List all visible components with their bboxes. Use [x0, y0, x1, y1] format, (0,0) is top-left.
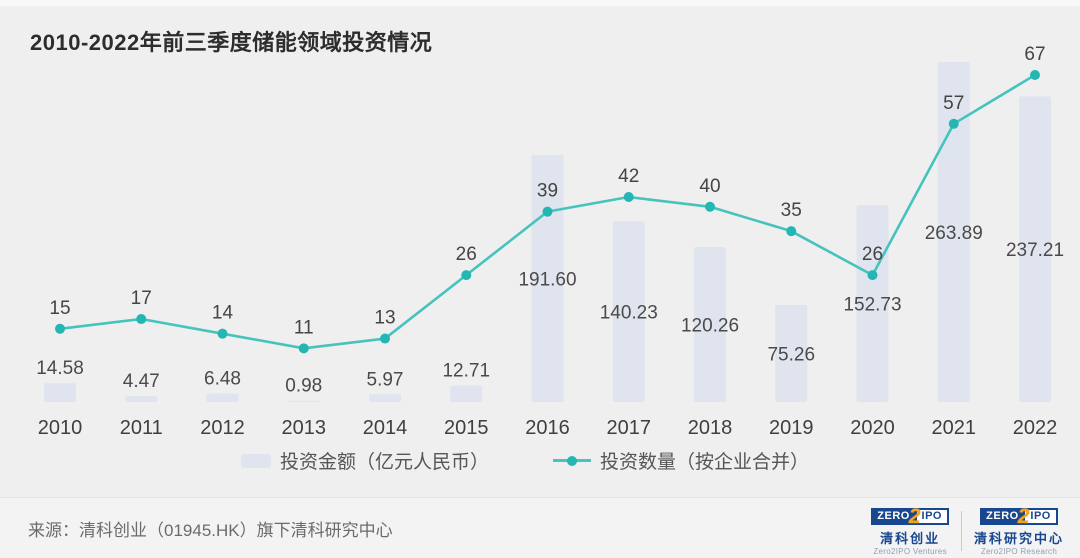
- logo-zero-text: ZERO: [980, 508, 1024, 525]
- legend-item-investment-count: 投资数量（按企业合并）: [553, 447, 809, 474]
- legend-label-amount: 投资金额（亿元人民币）: [279, 452, 489, 473]
- logo-two-text: 2: [1017, 505, 1030, 528]
- line-value-label: 26: [862, 244, 883, 265]
- bar-value-label: 5.97: [367, 369, 404, 390]
- line-marker: [542, 206, 553, 217]
- line-marker: [705, 201, 715, 212]
- line-value-label: 57: [943, 93, 964, 114]
- legend-label-count: 投资数量（按企业合并）: [600, 452, 810, 473]
- x-axis-label: 2015: [444, 417, 489, 439]
- bar: [775, 305, 808, 402]
- logo-cn-name: 清科研究中心: [973, 531, 1064, 546]
- bar-value-label: 140.23: [600, 303, 658, 324]
- bar: [937, 62, 970, 402]
- bar: [1019, 96, 1051, 402]
- chart-legend: 投资金额（亿元人民币） 投资数量（按企业合并）: [0, 447, 1050, 474]
- x-axis-label: 2018: [688, 417, 733, 439]
- logo-divider: [960, 511, 962, 551]
- line-marker: [786, 226, 797, 237]
- x-axis-label: 2022: [1013, 417, 1058, 439]
- x-axis-label: 2021: [932, 417, 977, 439]
- logo-en-name: Zero2IPO Research: [980, 547, 1058, 556]
- line-value-label: 15: [49, 298, 70, 319]
- x-axis-label: 2013: [282, 417, 327, 439]
- bar-value-label: 6.48: [204, 369, 241, 390]
- line-marker: [623, 192, 634, 203]
- line-value-label: 26: [456, 244, 477, 265]
- zero2ipo-badge-icon: ZERO 2 IPO: [980, 506, 1058, 527]
- bar: [125, 396, 158, 402]
- line-marker: [55, 323, 65, 334]
- footer-band: 来源：清科创业（01945.HK）旗下清科研究中心 ZERO 2 IPO 清科创…: [0, 497, 1080, 558]
- legend-item-investment-amount: 投资金额（亿元人民币）: [240, 447, 489, 474]
- x-axis-label: 2016: [525, 417, 570, 439]
- x-axis-label: 2014: [363, 417, 408, 439]
- line-marker: [298, 343, 309, 354]
- line-marker: [217, 328, 228, 339]
- bar-value-label: 152.73: [843, 295, 901, 316]
- bar: [44, 383, 76, 402]
- line-marker: [136, 314, 147, 325]
- logo-ipo-text: IPO: [914, 508, 949, 525]
- line-value-label: 40: [699, 176, 720, 197]
- chart-plot-area: 14.58 4.47 6.48 0.98 5.97 12.71 191.60 140.23 12…: [36, 44, 1064, 439]
- logo-en-name: Zero2IPO Ventures: [873, 547, 947, 556]
- bar-value-label: 0.98: [285, 376, 322, 397]
- line-value-label: 11: [294, 317, 314, 338]
- line-marker: [867, 270, 878, 281]
- logo-two-text: 2: [908, 505, 921, 528]
- bar-value-label: 237.21: [1006, 240, 1064, 261]
- zero2ipo-research-logo: ZERO 2 IPO 清科研究中心 Zero2IPO Research: [974, 506, 1064, 556]
- page-top-strip: [0, 0, 1080, 6]
- bar: [694, 247, 726, 402]
- x-axis-label: 2011: [120, 417, 163, 439]
- zero2ipo-ventures-logo: ZERO 2 IPO 清科创业 Zero2IPO Ventures: [871, 506, 949, 556]
- x-axis-label: 2020: [850, 417, 895, 439]
- line-value-label: 39: [537, 181, 558, 202]
- bar-value-label: 120.26: [681, 316, 739, 337]
- logo-ipo-text: IPO: [1023, 508, 1058, 525]
- line-value-label: 42: [618, 166, 639, 187]
- line-marker: [948, 118, 959, 129]
- bar: [369, 394, 401, 402]
- bar: [206, 393, 239, 402]
- line-marker: [380, 333, 390, 344]
- bar-value-label: 191.60: [518, 270, 576, 291]
- logo-zero-text: ZERO: [871, 508, 915, 525]
- bar-series-swatch-icon: [240, 453, 271, 468]
- zero2ipo-badge-icon: ZERO 2 IPO: [871, 506, 949, 527]
- x-axis-label: 2012: [200, 417, 245, 439]
- line-value-label: 14: [212, 303, 234, 324]
- bar-value-label: 4.47: [123, 371, 160, 392]
- brand-logos: ZERO 2 IPO 清科创业 Zero2IPO Ventures ZERO 2…: [871, 506, 1064, 556]
- bar-value-label: 12.71: [442, 361, 490, 382]
- line-value-label: 35: [781, 200, 802, 221]
- bar: [287, 400, 320, 402]
- line-value-label: 67: [1024, 44, 1045, 65]
- bar-value-label: 263.89: [925, 223, 983, 244]
- line-series-swatch-icon: [553, 455, 591, 466]
- bar: [450, 385, 483, 402]
- line-value-label: 17: [131, 288, 152, 309]
- logo-cn-name: 清科创业: [880, 531, 941, 546]
- bar-value-label: 75.26: [767, 345, 815, 366]
- x-axis-label: 2019: [769, 417, 814, 439]
- x-axis-label: 2017: [607, 417, 652, 439]
- x-axis-label: 2010: [38, 417, 83, 439]
- bar: [856, 205, 889, 402]
- line-marker: [461, 270, 472, 281]
- line-marker: [1030, 70, 1040, 80]
- bar-value-label: 14.58: [36, 358, 84, 379]
- bar: [612, 221, 645, 402]
- source-attribution: 来源：清科创业（01945.HK）旗下清科研究中心: [28, 521, 393, 540]
- line-value-label: 13: [374, 308, 395, 329]
- chart-title: 2010-2022年前三季度储能领域投资情况: [30, 29, 433, 55]
